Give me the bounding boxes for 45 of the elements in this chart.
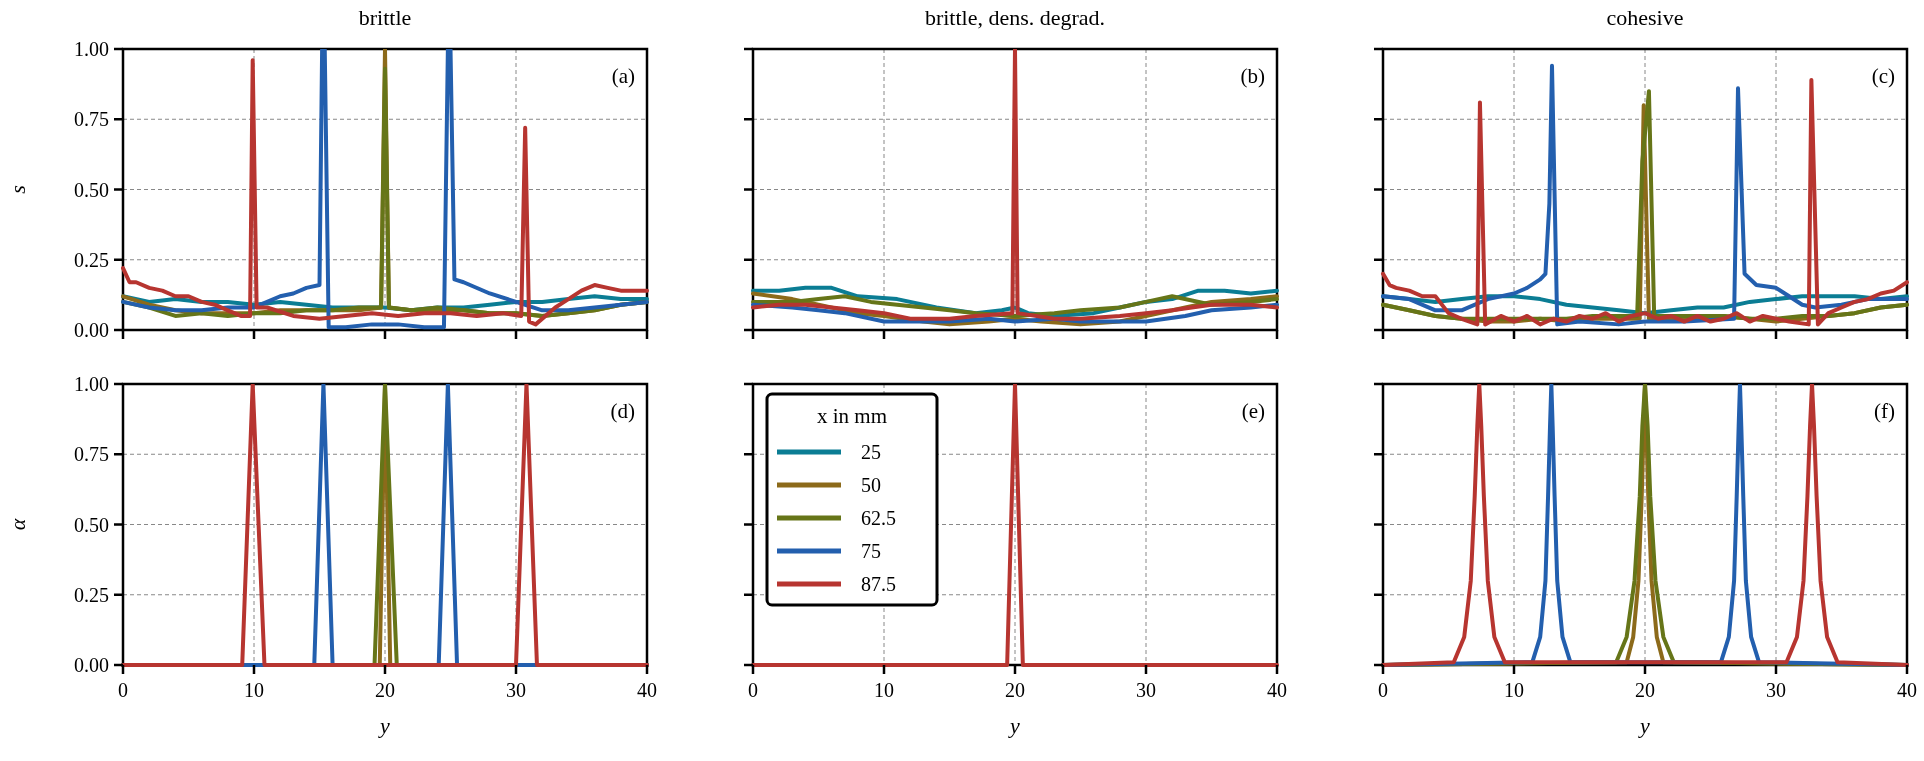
legend-label: 50 — [861, 474, 881, 496]
x-tick-label: 20 — [1635, 679, 1655, 701]
annotation: (c) — [1871, 64, 1895, 88]
y-axis-title: α — [5, 518, 30, 531]
y-tick-label: 0.25 — [74, 248, 109, 271]
x-tick-label: 20 — [375, 679, 395, 701]
x-tick-label: 10 — [244, 679, 264, 701]
x-tick-label: 30 — [1766, 679, 1786, 701]
annotation: (e) — [1241, 399, 1265, 423]
x-tick-label: 10 — [874, 679, 894, 701]
chart-title: cohesive — [1606, 5, 1684, 30]
x-tick-label: 40 — [1267, 679, 1287, 701]
y-tick-label: 0.75 — [74, 108, 109, 131]
x-axis-title: y — [378, 713, 391, 738]
legend-label: 25 — [861, 441, 881, 463]
y-tick-label: 0.00 — [74, 654, 109, 676]
chart-title: brittle, dens. degrad. — [924, 5, 1106, 30]
legend-label: 75 — [861, 540, 881, 562]
y-tick-label: 1.00 — [74, 373, 109, 395]
x-tick-label: 30 — [506, 679, 526, 701]
x-tick-label: 0 — [748, 679, 758, 701]
annotation: (d) — [610, 399, 635, 423]
legend-label: 87.5 — [861, 573, 896, 595]
x-axis-title: y — [1008, 713, 1021, 738]
y-tick-label: 0.50 — [74, 178, 109, 201]
x-tick-label: 10 — [1504, 679, 1524, 701]
y-tick-label: 0.00 — [74, 319, 109, 341]
x-tick-label: 30 — [1136, 679, 1156, 701]
x-tick-label: 0 — [1378, 679, 1388, 701]
annotation: (b) — [1240, 64, 1265, 88]
legend-label: 62.5 — [861, 507, 896, 529]
annotation: (a) — [611, 64, 635, 88]
y-tick-label: 0.75 — [74, 443, 109, 466]
annotation: (f) — [1874, 399, 1895, 423]
x-tick-label: 40 — [1897, 679, 1917, 701]
y-axis-title: s — [5, 185, 30, 194]
x-tick-label: 20 — [1005, 679, 1025, 701]
x-tick-label: 40 — [637, 679, 657, 701]
y-tick-label: 0.50 — [74, 513, 109, 536]
legend-title: x in mm — [816, 404, 888, 428]
y-tick-label: 0.25 — [74, 583, 109, 606]
chart-title: brittle — [358, 5, 412, 30]
y-tick-label: 1.00 — [74, 38, 109, 60]
x-tick-label: 0 — [118, 679, 128, 701]
x-axis-title: y — [1638, 713, 1651, 738]
